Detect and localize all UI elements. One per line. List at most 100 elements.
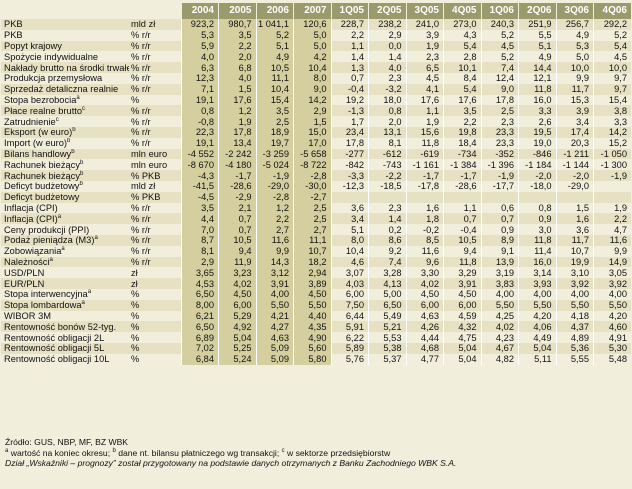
value-cell: 5,0 (293, 29, 331, 41)
value-cell: 0,7 (443, 213, 481, 225)
value-cell: 5,2 (480, 29, 519, 41)
value-cell: 4,26 (405, 321, 444, 333)
value-cell: 0,0 (368, 40, 406, 52)
value-cell: 6,00 (405, 299, 444, 311)
value-cell: 5,38 (368, 342, 406, 354)
row-unit: % (129, 353, 181, 365)
value-cell: 3,3 (518, 105, 556, 117)
value-cell: 5,3 (180, 29, 219, 41)
value-cell: 4,7 (593, 224, 631, 235)
value-cell: 8,7 (180, 234, 219, 246)
row-unit: % r/r (129, 72, 181, 84)
value-cell: 17,8 (330, 137, 369, 149)
value-cell: -2 242 (218, 148, 256, 160)
value-cell: 10,7 (293, 245, 331, 257)
table-row: Płace realne bruttoc% r/r 0,8 1,2 3,5 2,9 -1,… (1, 105, 631, 117)
value-cell: 4,5 (593, 51, 631, 63)
value-cell: 5,04 (443, 342, 481, 354)
value-cell: 7,50 (330, 299, 369, 311)
row-footnote-mark: a (94, 235, 98, 242)
value-cell: 6,84 (180, 353, 219, 365)
value-cell: 238,2 (368, 19, 406, 30)
value-cell: 4,90 (293, 332, 331, 343)
value-cell: 4,18 (555, 310, 594, 322)
value-cell: 4,02 (480, 321, 519, 333)
row-unit: mld zł (129, 19, 181, 30)
value-cell: 1,9 (405, 116, 444, 127)
value-cell: 4,49 (518, 332, 556, 343)
value-cell: -2,8 (255, 191, 294, 203)
row-label-cell: Rentowność obligacji 2L (1, 332, 129, 343)
value-cell: 4,59 (443, 310, 481, 322)
row-label: Płace realne brutto (4, 105, 83, 116)
value-cell: 17,8 (480, 94, 519, 106)
value-cell: 9,0 (480, 83, 519, 95)
row-label-cell: Nakłady brutto na środki trwałe (1, 62, 129, 73)
table-row: Produkcja przemysłowa % r/r 12,3 4,0 11,1 8,0… (1, 72, 631, 84)
value-cell: 5,1 (518, 40, 556, 52)
value-cell: 5,55 (555, 353, 594, 365)
row-label: Bilans handlowy (4, 148, 72, 159)
value-cell: 19,1 (180, 94, 219, 106)
table-row: Deficyt budżetowyb mld zł -41,5 -28,6 -29,0-… (1, 180, 631, 192)
row-label: Podaż pieniądza (M3) (4, 235, 95, 246)
value-cell (330, 191, 369, 203)
value-cell: 14,9 (593, 256, 631, 268)
column-header: 2004 (180, 3, 219, 19)
row-unit: % r/r (129, 137, 181, 149)
row-label: Zatrudnienie (4, 116, 56, 127)
row-label-cell: Rentowność obligacji 5L (1, 342, 129, 354)
value-cell: 228,7 (330, 19, 369, 30)
row-unit: mln euro (129, 159, 181, 171)
footnote-a: wartość na koniec okresu; (8, 447, 113, 458)
value-cell: 5,11 (518, 353, 556, 365)
value-cell: 10,0 (593, 62, 631, 73)
table-row: Nakłady brutto na środki trwałe% r/r 6,3 6… (1, 62, 631, 73)
value-cell: 9,1 (480, 245, 519, 257)
value-cell: 4,00 (255, 288, 294, 300)
value-cell: 10,5 (443, 234, 481, 246)
value-cell: 4,67 (480, 342, 519, 354)
value-cell: -1,7 (443, 170, 481, 181)
table-row: Rentowność bonów 52-tyg.% 6,50 4,92 4,27 4,3… (1, 321, 631, 333)
value-cell: 4,00 (518, 288, 556, 300)
row-footnote-mark: a (76, 94, 80, 101)
value-cell (368, 191, 406, 203)
value-cell: 4,00 (480, 288, 519, 300)
value-cell: 3,30 (405, 267, 444, 279)
row-unit: % r/r (129, 256, 181, 268)
value-cell: 11,8 (405, 137, 444, 149)
row-unit: zł (129, 278, 181, 289)
value-cell: -4 180 (218, 159, 256, 171)
value-cell: 3,29 (443, 267, 481, 279)
column-header: 2007 (293, 3, 331, 19)
value-cell: 17,6 (443, 94, 481, 106)
value-cell: 0,7 (218, 213, 256, 225)
column-header: 1Q06 (480, 3, 519, 19)
value-cell: 15,4 (593, 94, 631, 106)
table-row: Inflacja (CPI)a% r/r 4,4 0,7 2,2 2,5 3,4 1,4 1,… (1, 213, 631, 225)
value-cell: 4,9 (555, 29, 594, 41)
value-cell: 23,3 (480, 126, 519, 138)
value-cell: -28,6 (443, 180, 481, 192)
value-cell: 8,1 (368, 137, 406, 149)
value-cell: 5,89 (330, 342, 369, 354)
value-cell: -17,7 (480, 180, 519, 192)
value-cell: 5,04 (518, 342, 556, 354)
row-unit: % r/r (129, 116, 181, 127)
row-label: Stopa interwencyjna (4, 289, 88, 300)
row-unit: % (129, 288, 181, 300)
table-row: Eksport (w euro)b% r/r 22,3 17,8 18,9 15,0 23… (1, 126, 631, 138)
row-label: Rentowność obligacji 10L (4, 354, 110, 365)
value-cell: 3,65 (180, 267, 219, 279)
row-unit: % (129, 332, 181, 343)
value-cell: 5,50 (255, 299, 294, 311)
value-cell: 0,8 (180, 105, 219, 117)
value-cell: -0,2 (405, 224, 444, 235)
value-cell: 2,2 (593, 213, 631, 225)
value-cell: 7,4 (368, 256, 406, 268)
value-cell: 4,50 (443, 288, 481, 300)
row-label-cell: WIBOR 3M (1, 310, 129, 322)
value-cell: 256,7 (555, 19, 594, 30)
value-cell: 4,1 (405, 83, 444, 95)
